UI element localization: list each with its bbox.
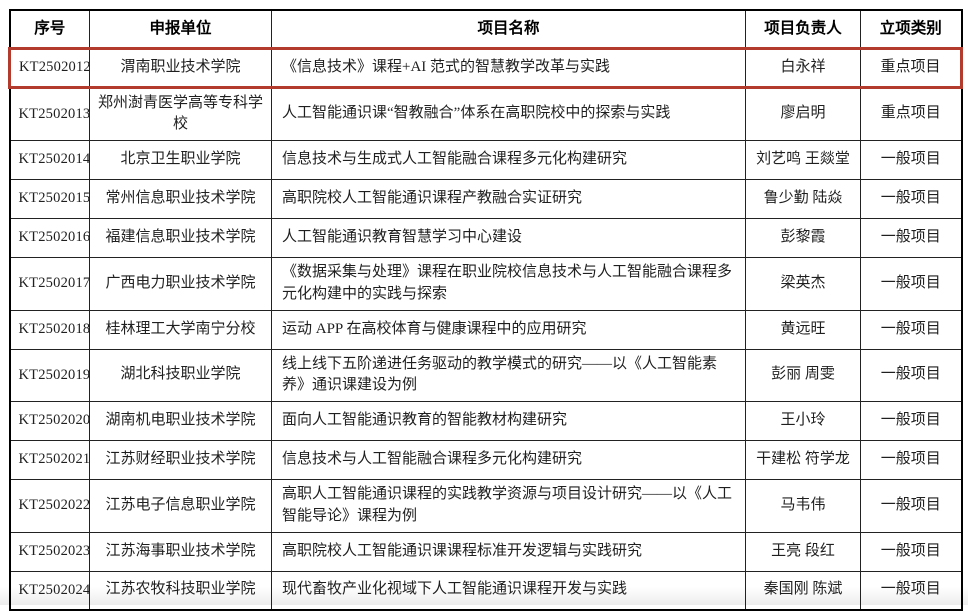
table-row: KT2502013 郑州澍青医学高等专科学校 人工智能通识课“智教融合”体系在高… — [9, 86, 962, 141]
cell-leader: 刘艺鸣 王燚堂 — [745, 140, 861, 180]
cell-project: 高职院校人工智能通识课程产教融合实证研究 — [271, 179, 746, 219]
cell-project: 信息技术与人工智能融合课程多元化构建研究 — [271, 440, 746, 480]
cell-serial: KT2502022 — [9, 479, 90, 533]
cell-unit: 江苏电子信息职业学院 — [89, 479, 272, 533]
cell-project: 人工智能通识教育智慧学习中心建设 — [271, 218, 746, 258]
cell-category: 一般项目 — [860, 218, 962, 258]
table-row: KT2502014 北京卫生职业学院 信息技术与生成式人工智能融合课程多元化构建… — [9, 140, 962, 180]
header-category: 立项类别 — [860, 9, 962, 49]
cell-category: 一般项目 — [860, 348, 962, 402]
cell-unit: 湖南机电职业技术学院 — [89, 401, 272, 441]
table-row: KT2502016 福建信息职业技术学院 人工智能通识教育智慧学习中心建设 彭黎… — [9, 218, 962, 258]
cell-leader: 王小玲 — [745, 401, 861, 441]
cell-leader: 王亮 段红 — [745, 531, 861, 572]
cell-serial: KT2502017 — [9, 257, 90, 311]
cell-category: 重点项目 — [860, 46, 963, 89]
table-row: KT2502019 湖北科技职业学院 线上线下五阶递进任务驱动的教学模式的研究—… — [9, 348, 962, 402]
cell-serial: KT2502020 — [9, 401, 90, 441]
table-row: KT2502012 渭南职业技术学院 《信息技术》课程+AI 范式的智慧教学改革… — [8, 46, 963, 89]
table-row: KT2502024 江苏农牧科技职业学院 现代畜牧产业化视域下人工智能通识课程开… — [9, 570, 962, 611]
cell-serial: KT2502012 — [8, 46, 90, 89]
cell-serial: KT2502019 — [9, 348, 90, 402]
cell-category: 一般项目 — [860, 440, 962, 480]
cell-project: 信息技术与生成式人工智能融合课程多元化构建研究 — [271, 140, 746, 180]
cell-project: 人工智能通识课“智教融合”体系在高职院校中的探索与实践 — [271, 86, 746, 141]
cell-serial: KT2502023 — [9, 531, 90, 572]
cell-leader: 鲁少勤 陆焱 — [745, 179, 861, 219]
cell-serial: KT2502013 — [9, 86, 90, 141]
cell-project: 线上线下五阶递进任务驱动的教学模式的研究——以《人工智能素养》通识课建设为例 — [271, 348, 746, 402]
cell-leader: 干建松 符学龙 — [745, 440, 861, 480]
table-header-row: 序号 申报单位 项目名称 项目负责人 立项类别 — [9, 9, 962, 49]
cell-leader: 廖启明 — [745, 86, 861, 141]
cell-leader: 黄远旺 — [745, 309, 861, 350]
cell-unit: 郑州澍青医学高等专科学校 — [89, 86, 272, 141]
table-row: KT2502015 常州信息职业技术学院 高职院校人工智能通识课程产教融合实证研… — [9, 179, 962, 219]
table-row: KT2502022 江苏电子信息职业学院 高职人工智能通识课程的实践教学资源与项… — [9, 479, 962, 533]
cell-leader: 马韦伟 — [745, 479, 861, 533]
cell-unit: 常州信息职业技术学院 — [89, 179, 272, 219]
cell-category: 一般项目 — [860, 257, 962, 311]
cell-serial: KT2502014 — [9, 140, 90, 180]
cell-leader: 白永祥 — [745, 46, 861, 89]
cell-unit: 渭南职业技术学院 — [89, 46, 272, 89]
cell-category: 重点项目 — [860, 86, 962, 141]
table-row: KT2502017 广西电力职业技术学院 《数据采集与处理》课程在职业院校信息技… — [9, 257, 962, 311]
cell-unit: 广西电力职业技术学院 — [89, 257, 272, 311]
table-row: KT2502018 桂林理工大学南宁分校 运动 APP 在高校体育与健康课程中的… — [9, 309, 962, 350]
cell-leader: 彭丽 周雯 — [745, 348, 861, 402]
project-approval-table: 序号 申报单位 项目名称 项目负责人 立项类别 KT2502012 渭南职业技术… — [8, 9, 963, 611]
cell-unit: 北京卫生职业学院 — [89, 140, 272, 180]
cell-category: 一般项目 — [860, 179, 962, 219]
cell-project: 高职人工智能通识课程的实践教学资源与项目设计研究——以《人工智能导论》课程为例 — [271, 479, 746, 533]
cell-unit: 江苏农牧科技职业学院 — [89, 570, 272, 611]
cell-project: 运动 APP 在高校体育与健康课程中的应用研究 — [271, 309, 746, 350]
table-body: KT2502012 渭南职业技术学院 《信息技术》课程+AI 范式的智慧教学改革… — [8, 46, 963, 611]
cell-category: 一般项目 — [860, 479, 962, 533]
header-project: 项目名称 — [271, 9, 746, 49]
cell-serial: KT2502024 — [9, 570, 90, 611]
cell-serial: KT2502015 — [9, 179, 90, 219]
cell-project: 面向人工智能通识教育的智能教材构建研究 — [271, 401, 746, 441]
cell-project: 高职院校人工智能通识课课程标准开发逻辑与实践研究 — [271, 531, 746, 572]
cell-leader: 彭黎霞 — [745, 218, 861, 258]
cell-unit: 桂林理工大学南宁分校 — [89, 309, 272, 350]
table-row: KT2502020 湖南机电职业技术学院 面向人工智能通识教育的智能教材构建研究… — [9, 401, 962, 441]
cell-leader: 梁英杰 — [745, 257, 861, 311]
cell-category: 一般项目 — [860, 570, 962, 611]
cell-category: 一般项目 — [860, 309, 962, 350]
header-unit: 申报单位 — [89, 9, 272, 49]
cell-unit: 湖北科技职业学院 — [89, 348, 272, 402]
cell-category: 一般项目 — [860, 401, 962, 441]
cell-category: 一般项目 — [860, 531, 962, 572]
cell-unit: 江苏财经职业技术学院 — [89, 440, 272, 480]
cell-serial: KT2502018 — [9, 309, 90, 350]
cell-project: 《信息技术》课程+AI 范式的智慧教学改革与实践 — [271, 46, 746, 89]
header-leader: 项目负责人 — [745, 9, 861, 49]
cell-project: 《数据采集与处理》课程在职业院校信息技术与人工智能融合课程多元化构建中的实践与探… — [271, 257, 746, 311]
cell-unit: 江苏海事职业技术学院 — [89, 531, 272, 572]
cell-category: 一般项目 — [860, 140, 962, 180]
cell-serial: KT2502016 — [9, 218, 90, 258]
table-row: KT2502021 江苏财经职业技术学院 信息技术与人工智能融合课程多元化构建研… — [9, 440, 962, 480]
header-serial: 序号 — [9, 9, 90, 49]
cell-unit: 福建信息职业技术学院 — [89, 218, 272, 258]
cell-serial: KT2502021 — [9, 440, 90, 480]
table-row: KT2502023 江苏海事职业技术学院 高职院校人工智能通识课课程标准开发逻辑… — [9, 531, 962, 572]
cell-leader: 秦国刚 陈斌 — [745, 570, 861, 611]
cell-project: 现代畜牧产业化视域下人工智能通识课程开发与实践 — [271, 570, 746, 611]
